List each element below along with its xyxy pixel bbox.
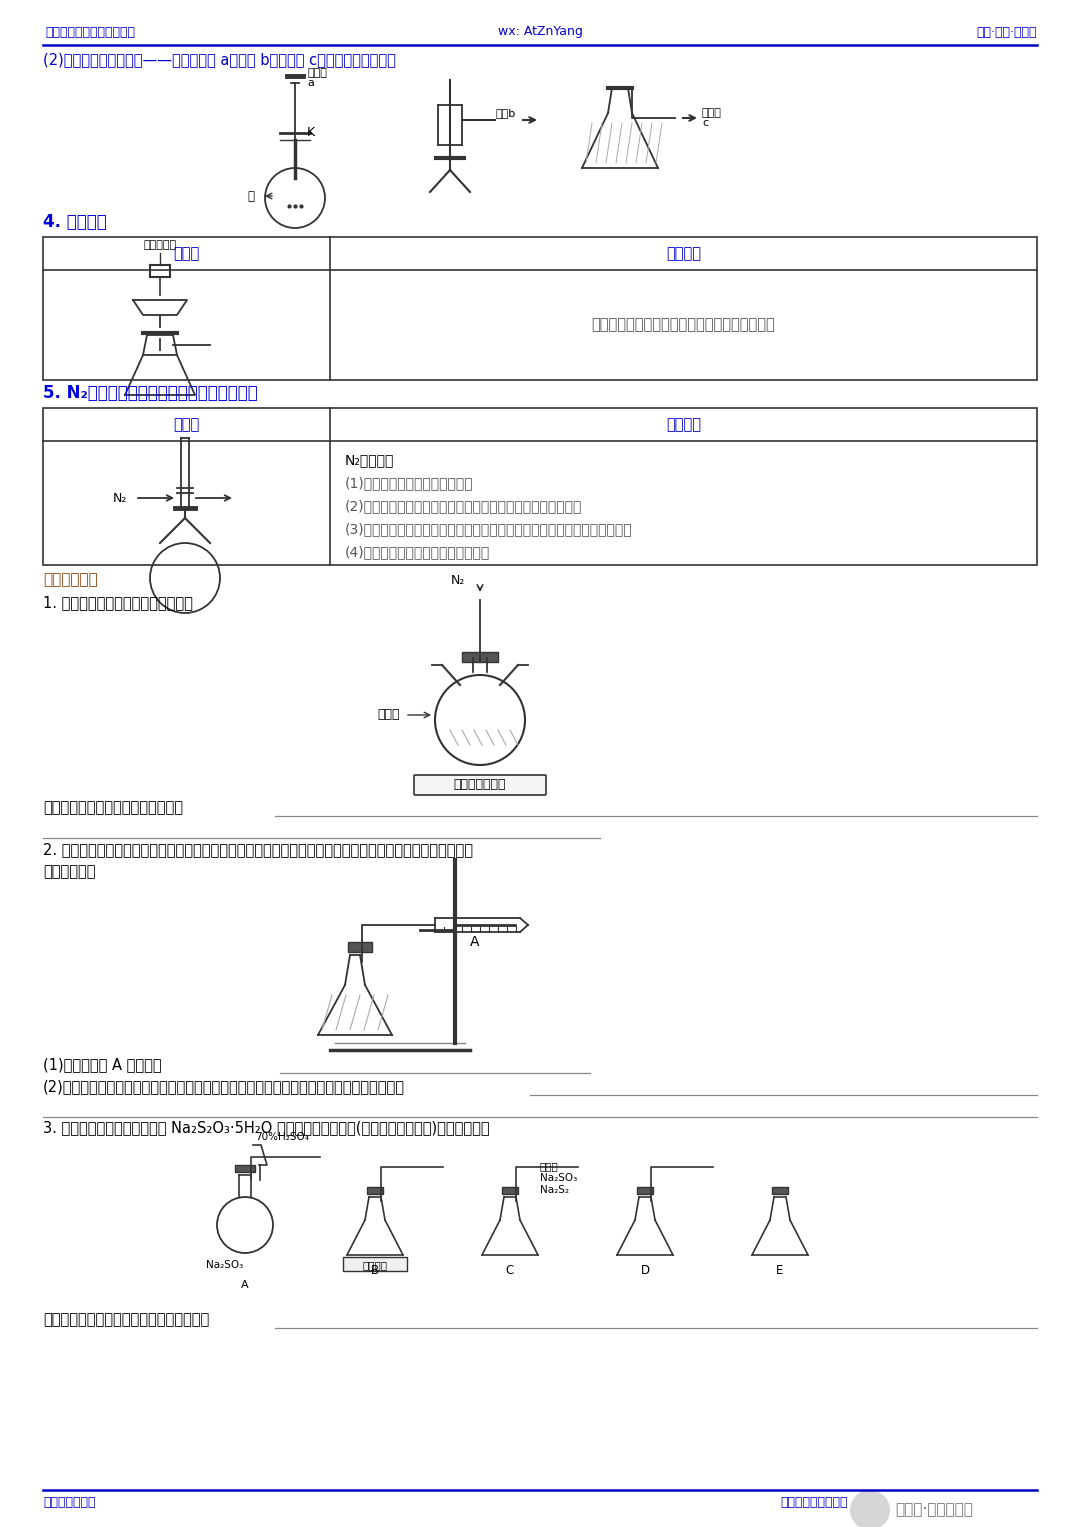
Text: 来自水龙头: 来自水龙头: [144, 240, 176, 250]
Text: 混合液: 混合液: [378, 709, 400, 721]
Text: 仪器组装完成后，检验装置气密性的方法是: 仪器组装完成后，检验装置气密性的方法是: [43, 1313, 210, 1327]
Text: 混合液: 混合液: [540, 1161, 558, 1171]
Bar: [367, 1186, 383, 1194]
Text: K: K: [307, 127, 315, 139]
Text: N₂的作用：: N₂的作用：: [345, 454, 394, 467]
Text: (3)在测定某些气体含量的实验中，如果氮气的流速过快会导致测量结果偏小: (3)在测定某些气体含量的实验中，如果氮气的流速过快会导致测量结果偏小: [345, 522, 633, 536]
Text: E: E: [777, 1263, 784, 1277]
Text: 加入药品前检查装置气密性的操作为: 加入药品前检查装置气密性的操作为: [43, 800, 183, 815]
Text: 支管b: 支管b: [495, 108, 515, 118]
Text: (1)装置中仪器 A 的名称为: (1)装置中仪器 A 的名称为: [43, 1058, 162, 1072]
Text: 装置图: 装置图: [174, 246, 200, 261]
Text: 化学实验综合大题逐空突破: 化学实验综合大题逐空突破: [45, 26, 135, 38]
Bar: [502, 1186, 518, 1194]
Bar: [637, 1186, 653, 1194]
Text: wx: AtZnYang: wx: AtZnYang: [498, 26, 582, 38]
Text: 玻璃管: 玻璃管: [702, 108, 721, 118]
Text: Na₂SO₃: Na₂SO₃: [206, 1260, 244, 1270]
Text: 3. 工业上常利用含硫废水生产 Na₂S₂O₃·5H₂O 实验室可用如下装置(略去部分夹持仪器)模拟生产过程: 3. 工业上常利用含硫废水生产 Na₂S₂O₃·5H₂O 实验室可用如下装置(略…: [43, 1121, 489, 1136]
Text: 橡皮管: 橡皮管: [307, 69, 327, 78]
Text: (2)定量分析：装置组装完成后需要先检查该装置的气密性。简述检查该装置气密性的方法：: (2)定量分析：装置组装完成后需要先检查该装置的气密性。简述检查该装置气密性的方…: [43, 1080, 405, 1095]
Bar: [772, 1186, 788, 1194]
Text: a: a: [307, 78, 314, 89]
Bar: [43, 237, 1037, 380]
Text: 加热装置: 加热装置: [363, 1260, 388, 1270]
Text: B: B: [370, 1263, 379, 1277]
Text: 70%H₂SO₄: 70%H₂SO₄: [255, 1132, 309, 1142]
Bar: [343, 1257, 407, 1270]
Text: (2)常见平衡气压的措施——图中橡皮管 a、支管 b、玻璃管 c都有平衡气压的作用: (2)常见平衡气压的措施——图中橡皮管 a、支管 b、玻璃管 c都有平衡气压的作…: [43, 52, 396, 67]
Bar: [462, 652, 498, 663]
Text: A: A: [470, 935, 480, 948]
Text: 2. 通过测定收集一定体积氢气所用的时间可以用于测定锌粒和稀硫酸反应的速率，于是某同学设计了如图所示: 2. 通过测定收集一定体积氢气所用的时间可以用于测定锌粒和稀硫酸反应的速率，于是…: [43, 843, 473, 858]
Text: A: A: [241, 1280, 248, 1290]
Text: 电磁搅拌加热器: 电磁搅拌加热器: [454, 779, 507, 791]
Text: (2)实验结束前，把反应生成的气体充分压入指定的吸收装置中: (2)实验结束前，把反应生成的气体充分压入指定的吸收装置中: [345, 499, 582, 513]
Text: 水: 水: [247, 189, 254, 203]
Text: 湖北·武汉·杨老师: 湖北·武汉·杨老师: [976, 26, 1037, 38]
Text: Na₂S₂: Na₂S₂: [540, 1185, 569, 1196]
Text: N₂: N₂: [450, 574, 465, 586]
Text: c: c: [702, 118, 708, 128]
Text: 装置图: 装置图: [174, 417, 200, 432]
FancyBboxPatch shape: [414, 776, 546, 796]
Text: N₂: N₂: [112, 492, 127, 504]
Circle shape: [850, 1490, 890, 1527]
Text: 解题指导: 解题指导: [666, 246, 701, 261]
Text: 【题组训练】: 【题组训练】: [43, 573, 98, 588]
Text: (4)稀释气体，控制易爆炸气体的浓度: (4)稀释气体，控制易爆炸气体的浓度: [345, 545, 490, 559]
Text: 的实验装置：: 的实验装置：: [43, 864, 95, 880]
Text: 5. N₂作载气、控制气体流速、降低气体浓度: 5. N₂作载气、控制气体流速、降低气体浓度: [43, 383, 258, 402]
Text: 4. 减压过滤: 4. 减压过滤: [43, 212, 107, 231]
Bar: [43, 408, 1037, 565]
Text: 解题指导: 解题指导: [666, 417, 701, 432]
Text: 1. 利用如图装置合成纳米硫化亚铁。: 1. 利用如图装置合成纳米硫化亚铁。: [43, 596, 193, 611]
Text: 公众号·化学教与学: 公众号·化学教与学: [895, 1503, 973, 1518]
Bar: [348, 942, 372, 951]
Text: 为梦想而努力奋斗！: 为梦想而努力奋斗！: [780, 1496, 848, 1510]
Text: 使容器内压强降低，以达到固液快速分离的目的: 使容器内压强降低，以达到固液快速分离的目的: [592, 318, 775, 333]
Text: 越努力，越幸运: 越努力，越幸运: [43, 1496, 95, 1510]
Text: (1)实验前先把装置中的空气排尽: (1)实验前先把装置中的空气排尽: [345, 476, 474, 490]
Text: Na₂SO₃: Na₂SO₃: [540, 1173, 577, 1183]
Text: C: C: [505, 1263, 514, 1277]
Bar: [235, 1165, 255, 1173]
Text: D: D: [640, 1263, 649, 1277]
